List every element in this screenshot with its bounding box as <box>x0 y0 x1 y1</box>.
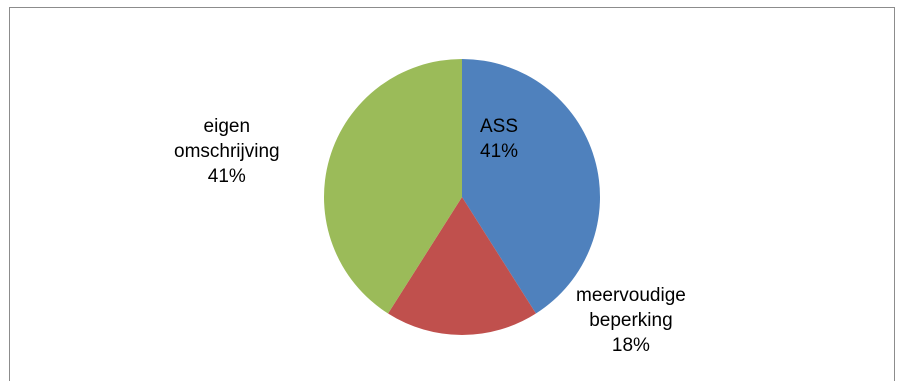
chart-frame: ASS 41% meervoudige beperking 18% eigen … <box>9 7 895 381</box>
slice-label-meervoudige-line1: meervoudige <box>576 285 686 306</box>
slice-label-ass-name: ASS <box>480 116 519 137</box>
slice-label-ass-value: 41% <box>480 141 519 162</box>
slice-label-meervoudige-value: 18% <box>611 335 650 356</box>
slice-label-eigen-value: 41% <box>207 166 246 187</box>
pie-slice-ass <box>462 59 601 314</box>
pie-chart <box>324 59 601 335</box>
slice-label-eigen-line2: omschrijving <box>174 141 280 162</box>
slice-label-eigen-line1: eigen <box>203 116 251 137</box>
slice-label-meervoudige-line2: beperking <box>589 310 673 331</box>
slice-label-meervoudige-beperking: meervoudige beperking 18% <box>576 283 686 358</box>
pie-slice-eigen-omschrijving <box>324 59 462 314</box>
pie-slice-meervoudige-beperking <box>388 197 536 335</box>
slice-label-ass: ASS 41% <box>480 114 518 164</box>
slice-label-eigen-omschrijving: eigen omschrijving 41% <box>174 114 280 189</box>
